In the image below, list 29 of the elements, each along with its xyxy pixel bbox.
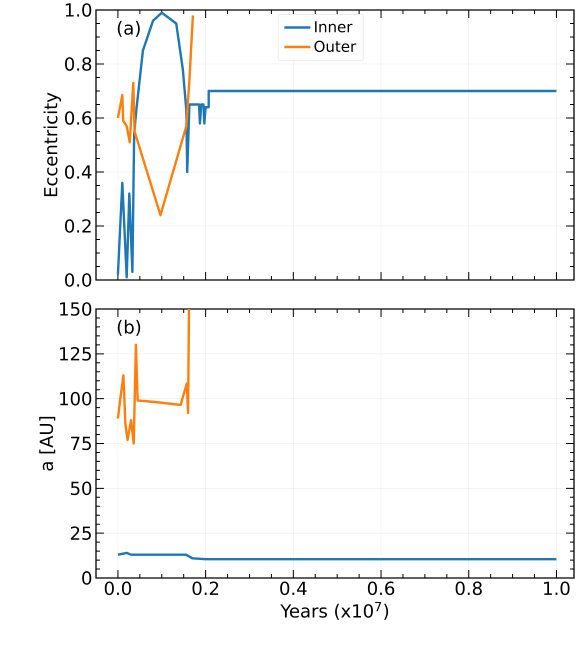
y-axis-title: a [AU] [39, 416, 56, 471]
annotation: (b) [118, 320, 140, 336]
x-tick-label: 0.6 [368, 582, 394, 596]
legend-label: Inner [315, 21, 352, 32]
y-tick-label: 150 [60, 302, 92, 316]
y-tick-label: 125 [60, 347, 91, 361]
y-tick-label: 0 [82, 571, 92, 585]
y-tick-label: 25 [70, 526, 91, 540]
x-tick-label: 0.4 [280, 582, 307, 596]
line-series [116, 309, 190, 445]
annotation: (a) [118, 20, 140, 37]
x-axis-title: Years (x10$^{7}$) [280, 602, 388, 620]
y-tick-label: 0.2 [65, 219, 91, 233]
y-tick-label: 0.6 [65, 111, 92, 125]
y-tick-label: 0.8 [65, 57, 92, 71]
y-tick-label: 50 [70, 482, 92, 496]
x-tick-label: 0.2 [192, 582, 218, 596]
x-tick-label: 1.0 [544, 582, 570, 596]
line-series [116, 14, 194, 216]
y-tick-label: 0.4 [65, 165, 92, 179]
y-axis-title: Eccentricity [44, 92, 61, 196]
line-series [116, 552, 558, 560]
y-tick-label: 100 [60, 392, 92, 406]
y-tick-label: 75 [71, 436, 91, 450]
x-tick-label: 0.8 [456, 582, 482, 596]
y-tick-label: 0.0 [65, 273, 92, 287]
y-tick-label: 1.0 [66, 3, 92, 17]
x-tick-label: 0.0 [104, 582, 132, 596]
legend-label: Outer [314, 40, 356, 52]
